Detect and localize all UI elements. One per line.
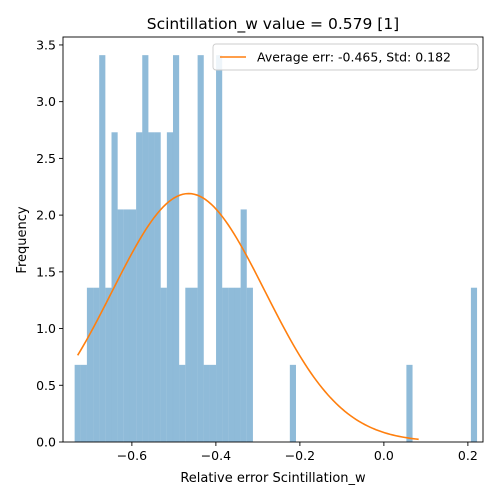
- histogram-bar: [185, 287, 192, 442]
- histogram-bar: [209, 364, 217, 442]
- y-tick-label: 0.5: [36, 378, 56, 393]
- histogram-bar: [80, 364, 87, 442]
- histogram-bar: [172, 55, 180, 443]
- histogram-bar: [197, 55, 204, 443]
- y-tick-label: 1.5: [36, 264, 56, 279]
- histogram-bar: [222, 287, 229, 442]
- x-axis-label: Relative error Scintillation_w: [180, 471, 366, 486]
- histogram-bar: [99, 55, 106, 443]
- histogram-bar: [154, 132, 161, 442]
- x-tick-label: −0.4: [201, 448, 231, 463]
- histogram-bar: [93, 287, 100, 442]
- histogram-bar: [123, 209, 130, 442]
- x-tick-label: −0.6: [117, 448, 147, 463]
- histogram-bar: [136, 132, 143, 442]
- legend-entry-label: Average err: -0.465, Std: 0.182: [257, 50, 451, 65]
- histogram-bar: [74, 364, 81, 442]
- histogram-bar: [105, 287, 112, 442]
- histogram-bar: [191, 287, 198, 442]
- histogram-bar: [160, 287, 167, 442]
- histogram-bar: [86, 287, 94, 442]
- y-axis-label: Frequency: [15, 206, 30, 273]
- legend-box: [212, 43, 479, 71]
- x-axis: −0.6 −0.4 −0.2 0.0 0.2: [117, 442, 478, 463]
- histogram-bar: [289, 364, 296, 442]
- y-tick-label: 2.0: [36, 208, 56, 223]
- legend: Average err: -0.465, Std: 0.182: [212, 43, 479, 71]
- histogram-bar: [234, 287, 241, 442]
- histogram-bar: [117, 209, 124, 442]
- x-tick-label: 0.0: [374, 448, 394, 463]
- x-tick-label: −0.2: [285, 448, 315, 463]
- histogram-bar: [246, 287, 253, 442]
- histogram-bar: [179, 364, 186, 442]
- histogram-bar: [406, 364, 413, 442]
- y-tick-label: 1.0: [36, 321, 56, 336]
- histogram-bar: [216, 55, 223, 443]
- histogram-bar: [240, 209, 247, 442]
- y-tick-label: 0.0: [36, 435, 56, 450]
- histogram-bar: [203, 364, 210, 442]
- histogram-bar: [129, 209, 137, 442]
- y-axis: 0.0 0.5 1.0 1.5 2.0 2.5 3.0 3.5: [36, 37, 63, 450]
- y-tick-label: 3.0: [36, 94, 56, 109]
- histogram-bar: [142, 55, 149, 443]
- histogram-bar: [228, 287, 235, 442]
- histogram-bar: [166, 132, 174, 442]
- gaussian-fit-curve: [76, 192, 419, 441]
- y-tick-label: 2.5: [36, 151, 56, 166]
- histogram-bar: [148, 132, 155, 442]
- y-tick-label: 3.5: [36, 37, 56, 52]
- histogram-bar: [470, 287, 478, 442]
- plot-frame: [62, 36, 484, 443]
- chart-title: Scintillation_w value = 0.579 [1]: [147, 15, 399, 34]
- x-tick-label: 0.2: [458, 448, 478, 463]
